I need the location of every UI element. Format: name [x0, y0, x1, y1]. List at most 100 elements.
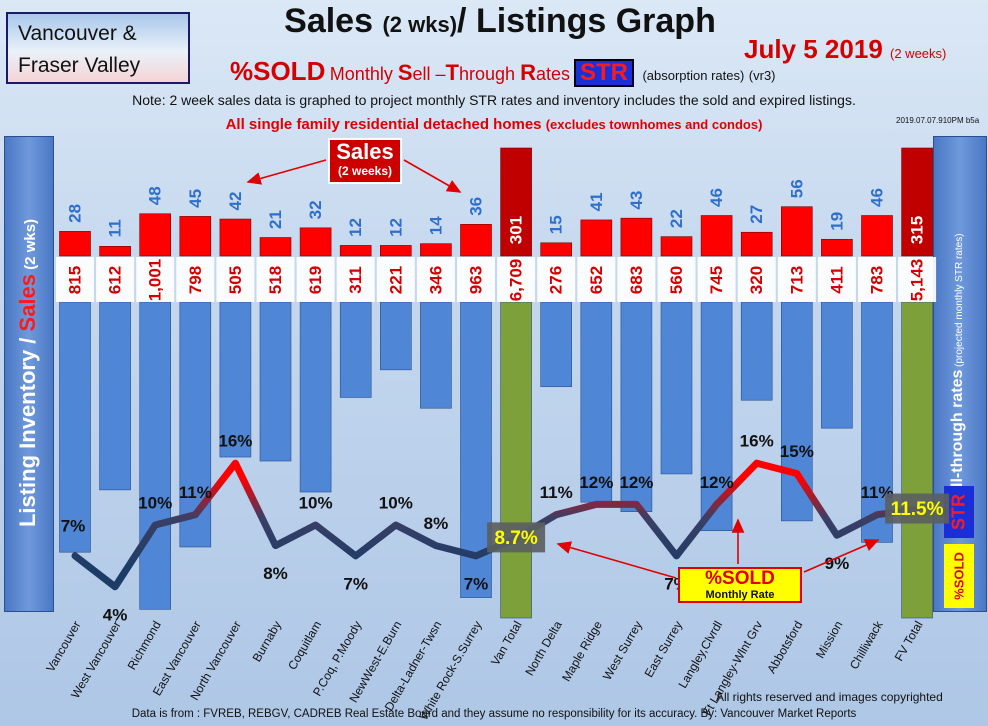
category-label: Vancouver — [43, 619, 83, 675]
sales-label: 43 — [627, 191, 646, 210]
inventory-bar — [580, 301, 613, 503]
sales-bar — [500, 147, 532, 257]
sold-rate-label: 15% — [780, 442, 814, 461]
callout-arrow — [803, 539, 880, 573]
inventory-bar — [259, 301, 292, 462]
sales-bar — [821, 238, 853, 257]
sold-rate-label: 7% — [464, 574, 489, 593]
category-label: Mission — [813, 619, 845, 661]
inventory-label-bg — [497, 257, 536, 302]
sales-bar — [580, 219, 613, 257]
category-label: Maple Ridge — [559, 618, 605, 684]
inventory-label: 560 — [667, 266, 686, 294]
sales-label: 301 — [507, 216, 526, 244]
str-t: T — [445, 60, 459, 85]
category-label: Coquitlam — [285, 619, 324, 673]
str-subtitle: %SOLD Monthly Sell –Through Rates STR (ab… — [230, 56, 776, 87]
category-label: Van Total — [488, 619, 525, 668]
sold-callout-title: %SOLD — [705, 568, 775, 589]
inventory-bar — [821, 301, 853, 429]
str-ates: ates — [535, 64, 570, 84]
sales-callout: Sales (2 weeks) — [328, 138, 402, 184]
sales-label: 15 — [547, 215, 566, 234]
sold-rate-label: 8% — [263, 564, 288, 583]
report-date: July 5 2019 (2 weeks) — [744, 34, 946, 65]
inventory-label: 683 — [627, 266, 646, 294]
inventory-label: 346 — [426, 266, 445, 294]
sales-label: 27 — [747, 205, 766, 224]
inventory-label-bg — [176, 257, 215, 302]
total-rate-box — [487, 522, 546, 553]
inventory-label: 713 — [787, 266, 806, 294]
category-label: North Delta — [522, 618, 565, 678]
left-axis-band — [4, 136, 54, 612]
sales-label: 11 — [106, 219, 125, 237]
sales-bar — [540, 242, 573, 257]
chart-title: Sales (2 wks)/ Listings Graph — [200, 2, 800, 41]
title-part-a: Sales — [284, 2, 383, 40]
inventory-label-bg — [777, 257, 816, 302]
date-sub: (2 weeks) — [890, 46, 947, 61]
inventory-bar — [99, 301, 131, 491]
date-main: July 5 2019 — [744, 34, 883, 64]
inventory-bar — [339, 301, 372, 398]
inventory-label: 276 — [547, 266, 566, 294]
inventory-label-bg — [416, 257, 455, 302]
callout-arrow — [246, 159, 327, 185]
inventory-label-bg — [617, 257, 656, 302]
sold-rate-label: 8% — [424, 514, 449, 533]
inventory-label-bg — [817, 257, 856, 302]
str-hrough: hrough — [459, 64, 521, 84]
sales-label: 315 — [908, 216, 927, 244]
sales-bar — [299, 227, 332, 257]
sales-bar — [420, 243, 452, 257]
sales-label: 22 — [667, 209, 686, 228]
inventory-label: 815 — [66, 266, 85, 294]
sold-rate-label: 12% — [579, 473, 613, 492]
sold-rate-label: 16% — [740, 432, 774, 451]
str-monthly: Monthly — [329, 64, 398, 84]
sold-rate-label: 7% — [61, 516, 86, 535]
category-label: FV Total — [892, 619, 926, 664]
inventory-label: 619 — [306, 266, 325, 294]
sold-rate-label: 7% — [343, 574, 368, 593]
sales-bar — [99, 246, 131, 257]
sales-label: 48 — [146, 186, 165, 205]
inventory-label-bg — [657, 257, 696, 302]
sold-rate-label: 9% — [825, 554, 850, 573]
inventory-label: 6,709 — [507, 259, 526, 302]
sales-label: 12 — [346, 218, 365, 237]
inventory-label-bg — [737, 257, 776, 302]
sold-rate-label: 11% — [179, 483, 212, 502]
inventory-label: 320 — [747, 266, 766, 294]
sales-label: 46 — [868, 188, 887, 207]
sales-label: 19 — [827, 212, 846, 231]
sold-rate-label: 4% — [103, 605, 128, 624]
inventory-label-bg — [136, 257, 175, 302]
homes-scope: All single family residential detached h… — [0, 116, 988, 133]
inventory-label: 798 — [186, 266, 205, 294]
sales-bar — [901, 147, 933, 257]
inventory-label: 745 — [707, 266, 726, 294]
sold-rate-label: 8.7% — [494, 528, 537, 549]
inventory-bar — [660, 301, 693, 475]
inventory-label-bg — [96, 257, 135, 302]
inventory-bar — [901, 301, 933, 619]
sales-bar — [861, 215, 893, 257]
region-line-1: Vancouver & — [18, 22, 137, 45]
inventory-label: 652 — [587, 266, 606, 294]
sales-label: 36 — [467, 197, 486, 216]
inventory-bar — [700, 301, 733, 532]
sold-rate-label: 10% — [379, 494, 413, 513]
sales-bar — [660, 236, 693, 257]
inventory-label: 1,001 — [146, 259, 165, 302]
inventory-bar — [379, 301, 412, 371]
inventory-label-bg — [898, 257, 937, 302]
inventory-bar — [500, 301, 532, 619]
pct-side-badge: %SOLD — [944, 544, 974, 608]
category-label: East Surrey — [642, 619, 685, 680]
inventory-label: 518 — [266, 266, 285, 294]
sales-bar — [740, 231, 773, 257]
str-pct: %SOLD — [230, 56, 326, 86]
sales-label: 21 — [266, 210, 285, 229]
